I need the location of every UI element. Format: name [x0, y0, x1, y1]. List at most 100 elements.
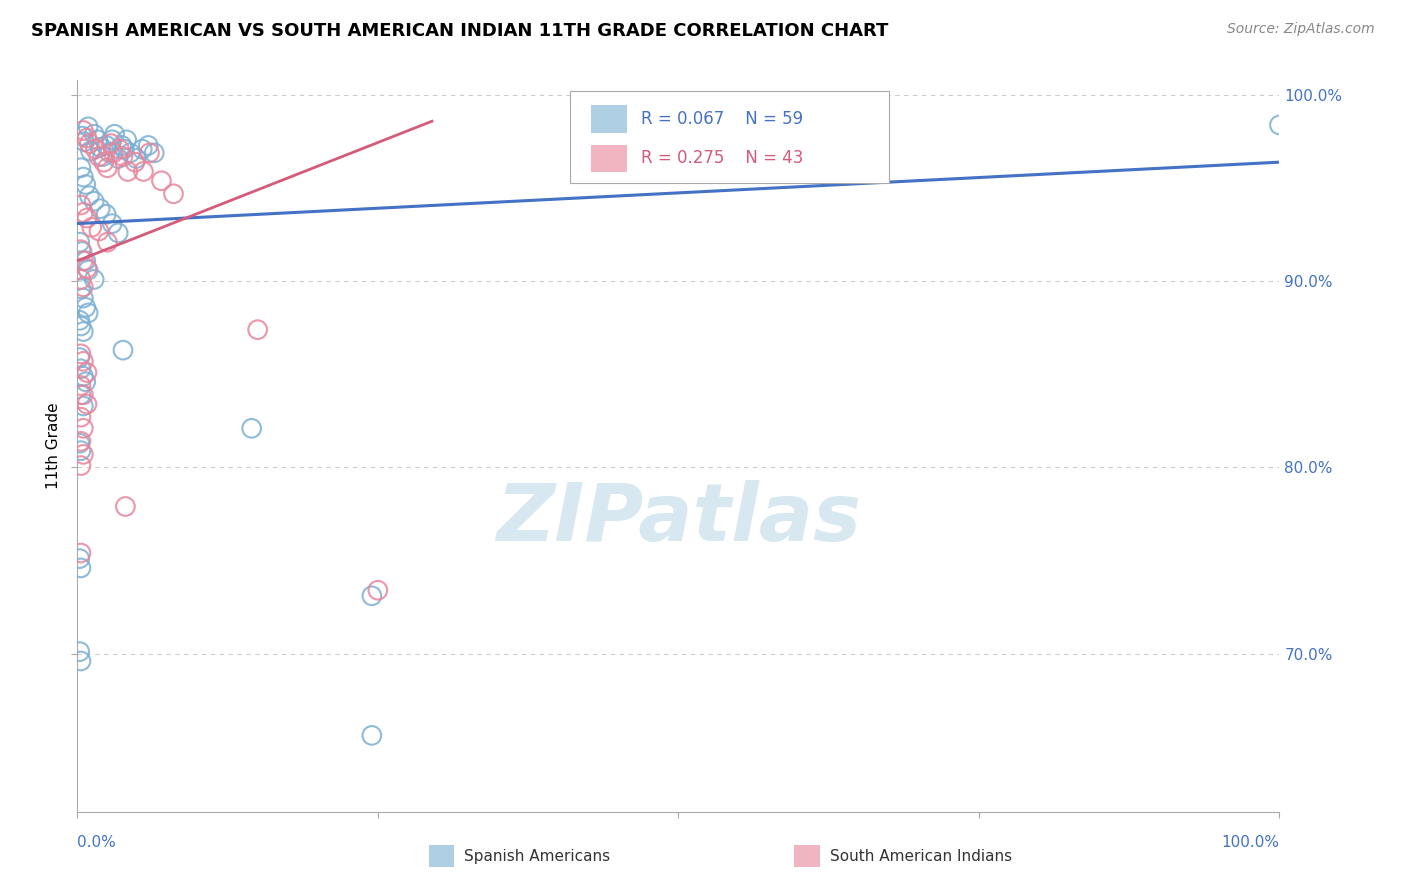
Point — [70, 318, 93, 333]
Point — [75, 301, 97, 315]
Point — [132, 164, 155, 178]
Point — [76, 261, 98, 276]
Point — [89, 202, 111, 216]
Point — [72, 123, 94, 137]
Text: ZIPatlas: ZIPatlas — [496, 480, 860, 558]
Point — [75, 253, 97, 268]
Text: 100.0%: 100.0% — [1222, 836, 1279, 850]
Point — [70, 654, 93, 668]
Point — [72, 291, 94, 305]
Point — [104, 128, 127, 142]
Point — [96, 138, 118, 153]
Point — [83, 272, 105, 286]
Point — [72, 325, 94, 339]
Point — [107, 152, 129, 166]
Point — [1268, 118, 1291, 132]
Text: R = 0.275    N = 43: R = 0.275 N = 43 — [641, 149, 803, 168]
Point — [70, 244, 93, 259]
Point — [70, 443, 93, 458]
Point — [143, 145, 166, 160]
Point — [117, 164, 139, 178]
Point — [72, 388, 94, 402]
Point — [101, 133, 124, 147]
Point — [72, 399, 94, 413]
Point — [79, 144, 101, 158]
Point — [87, 224, 110, 238]
Point — [69, 551, 91, 566]
Point — [75, 375, 97, 389]
Point — [111, 343, 134, 358]
Point — [114, 500, 136, 514]
Point — [131, 142, 153, 156]
Point — [75, 178, 97, 192]
Point — [108, 142, 131, 156]
Point — [70, 388, 93, 402]
Point — [76, 366, 98, 380]
Point — [111, 138, 134, 153]
Point — [70, 410, 93, 425]
Point — [83, 194, 105, 209]
Point — [69, 351, 91, 365]
Point — [72, 447, 94, 461]
Point — [79, 136, 101, 151]
Point — [83, 128, 105, 142]
Point — [70, 347, 93, 361]
Point — [138, 145, 160, 160]
Point — [76, 211, 98, 225]
Point — [79, 188, 101, 202]
Point — [76, 131, 98, 145]
Point — [70, 129, 93, 144]
Point — [150, 174, 173, 188]
Point — [70, 198, 93, 212]
Point — [69, 313, 91, 327]
Point — [96, 235, 118, 250]
Point — [136, 138, 159, 153]
Point — [107, 226, 129, 240]
Point — [69, 645, 91, 659]
Point — [72, 354, 94, 368]
Point — [360, 728, 382, 742]
Point — [70, 561, 93, 575]
Text: 0.0%: 0.0% — [77, 836, 117, 850]
Point — [70, 378, 93, 392]
Text: Spanish Americans: Spanish Americans — [464, 849, 610, 863]
Point — [70, 434, 93, 449]
Point — [246, 323, 269, 337]
Point — [96, 161, 118, 175]
Point — [72, 280, 94, 294]
FancyBboxPatch shape — [571, 91, 889, 183]
Point — [72, 169, 94, 184]
Point — [115, 133, 138, 147]
Point — [77, 120, 100, 134]
Point — [70, 458, 93, 473]
Point — [77, 306, 100, 320]
Point — [89, 140, 111, 154]
Point — [98, 145, 121, 160]
Text: R = 0.067    N = 59: R = 0.067 N = 59 — [641, 110, 803, 128]
Bar — [591, 145, 627, 172]
Point — [69, 235, 91, 250]
Point — [96, 207, 118, 221]
Point — [120, 145, 142, 160]
Bar — [591, 105, 627, 133]
Point — [91, 150, 114, 164]
Point — [87, 133, 110, 147]
Point — [100, 136, 122, 151]
Point — [124, 155, 146, 169]
Point — [72, 421, 94, 435]
Y-axis label: 11th Grade: 11th Grade — [46, 402, 62, 490]
Text: Source: ZipAtlas.com: Source: ZipAtlas.com — [1227, 22, 1375, 37]
Point — [70, 546, 93, 560]
Text: South American Indians: South American Indians — [830, 849, 1012, 863]
Point — [111, 150, 134, 164]
Point — [80, 220, 103, 235]
Point — [367, 583, 389, 598]
Point — [72, 205, 94, 219]
Point — [162, 186, 184, 201]
Point — [72, 253, 94, 268]
Point — [70, 272, 93, 286]
Point — [70, 243, 93, 257]
Point — [360, 589, 382, 603]
Point — [240, 421, 263, 435]
Point — [72, 369, 94, 384]
